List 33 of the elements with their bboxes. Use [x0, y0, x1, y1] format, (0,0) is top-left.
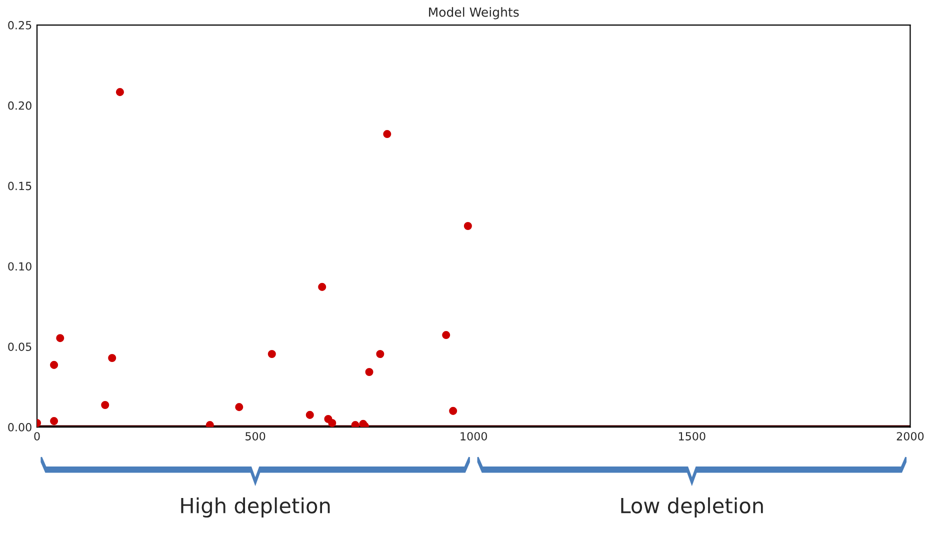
x-tick-label: 0 — [34, 432, 40, 440]
point — [108, 354, 116, 362]
y-tick-label: 0.00 — [8, 422, 32, 432]
x-tick-label: 2000 — [896, 432, 924, 440]
x-tick-label: 1500 — [678, 432, 706, 440]
point — [235, 403, 244, 412]
point — [116, 88, 124, 96]
point — [268, 350, 276, 358]
point — [449, 406, 458, 415]
point — [442, 331, 450, 340]
point — [383, 130, 392, 138]
point — [101, 400, 110, 410]
y-tick-label: 0.20 — [8, 101, 32, 110]
point — [206, 421, 214, 428]
point — [56, 334, 64, 342]
x-tick-label: 1000 — [460, 432, 487, 440]
text: Low depletion — [621, 497, 763, 518]
point — [328, 418, 336, 428]
point — [50, 417, 58, 426]
point — [376, 350, 384, 358]
x-tick-label: 500 — [246, 432, 266, 440]
point — [318, 282, 326, 291]
y-tick-label: 0.05 — [8, 342, 32, 351]
chart-title: Model Weights — [429, 7, 519, 20]
point — [306, 410, 314, 419]
point — [50, 360, 58, 369]
y-tick-label: 0.10 — [8, 262, 32, 271]
y-tick-label: 0.15 — [8, 182, 32, 190]
text: High depletion — [181, 497, 330, 518]
point — [365, 368, 374, 376]
point — [351, 421, 360, 428]
point — [464, 222, 472, 230]
y-tick-label: 0.25 — [8, 20, 32, 30]
